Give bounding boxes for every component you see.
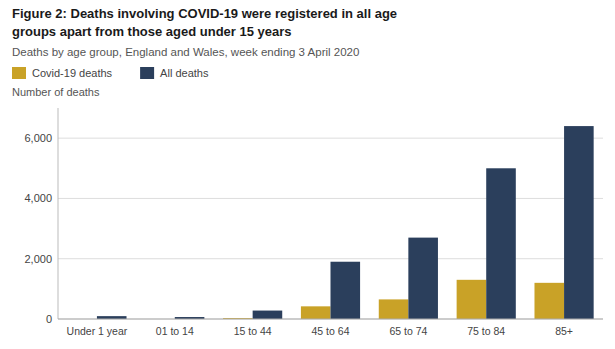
y-axis: 0 2,000 4,000 6,000 bbox=[24, 108, 58, 325]
title: Figure 2: Deaths involving COVID-19 were… bbox=[12, 6, 397, 21]
bar bbox=[408, 238, 438, 319]
y-axis-line bbox=[58, 108, 59, 319]
legend-swatch bbox=[140, 67, 154, 79]
bar bbox=[457, 280, 487, 319]
x-tick-label: 15 to 44 bbox=[234, 325, 272, 337]
grid-line bbox=[58, 138, 603, 139]
x-axis-line bbox=[58, 319, 603, 320]
bar bbox=[486, 168, 516, 319]
bars bbox=[97, 126, 594, 319]
bar bbox=[253, 311, 283, 319]
grid-line bbox=[58, 258, 603, 259]
y-tick-label: 6,000 bbox=[24, 132, 52, 144]
x-tick-label: 75 to 84 bbox=[467, 325, 505, 337]
x-tick-label: 45 to 64 bbox=[312, 325, 350, 337]
x-tick-label: 65 to 74 bbox=[389, 325, 427, 337]
y-tick-label: 0 bbox=[46, 313, 52, 325]
title: groups apart from those aged under 15 ye… bbox=[12, 24, 292, 39]
grid-line bbox=[58, 319, 603, 320]
grid-line bbox=[58, 198, 603, 199]
subtitle: Deaths by age group, England and Wales, … bbox=[12, 46, 359, 58]
bar bbox=[534, 283, 564, 319]
x-tick-label: 01 to 14 bbox=[156, 325, 194, 337]
bar bbox=[331, 262, 361, 319]
series bbox=[97, 126, 594, 319]
y-axis-label: Number of deaths bbox=[12, 86, 100, 98]
bar bbox=[564, 126, 594, 319]
legend-label: Covid-19 deaths bbox=[32, 67, 113, 79]
legend-label: All deaths bbox=[160, 67, 209, 79]
y-tick-label: 2,000 bbox=[24, 253, 52, 265]
chart: Figure 2: Deaths involving COVID-19 were… bbox=[0, 0, 615, 349]
bar bbox=[301, 306, 331, 319]
bar bbox=[379, 299, 409, 319]
legend: Covid-19 deaths All deaths bbox=[12, 67, 209, 79]
x-tick-label: 85+ bbox=[555, 325, 573, 337]
chart-container: Figure 2: Deaths involving COVID-19 were… bbox=[0, 0, 615, 349]
x-axis: Under 1 year 01 to 14 15 to 44 45 to 64 65 t… bbox=[58, 319, 603, 337]
x-tick-label: Under 1 year bbox=[67, 325, 128, 337]
legend-swatch bbox=[12, 67, 26, 79]
y-tick-label: 4,000 bbox=[24, 192, 52, 204]
grid bbox=[58, 138, 603, 319]
